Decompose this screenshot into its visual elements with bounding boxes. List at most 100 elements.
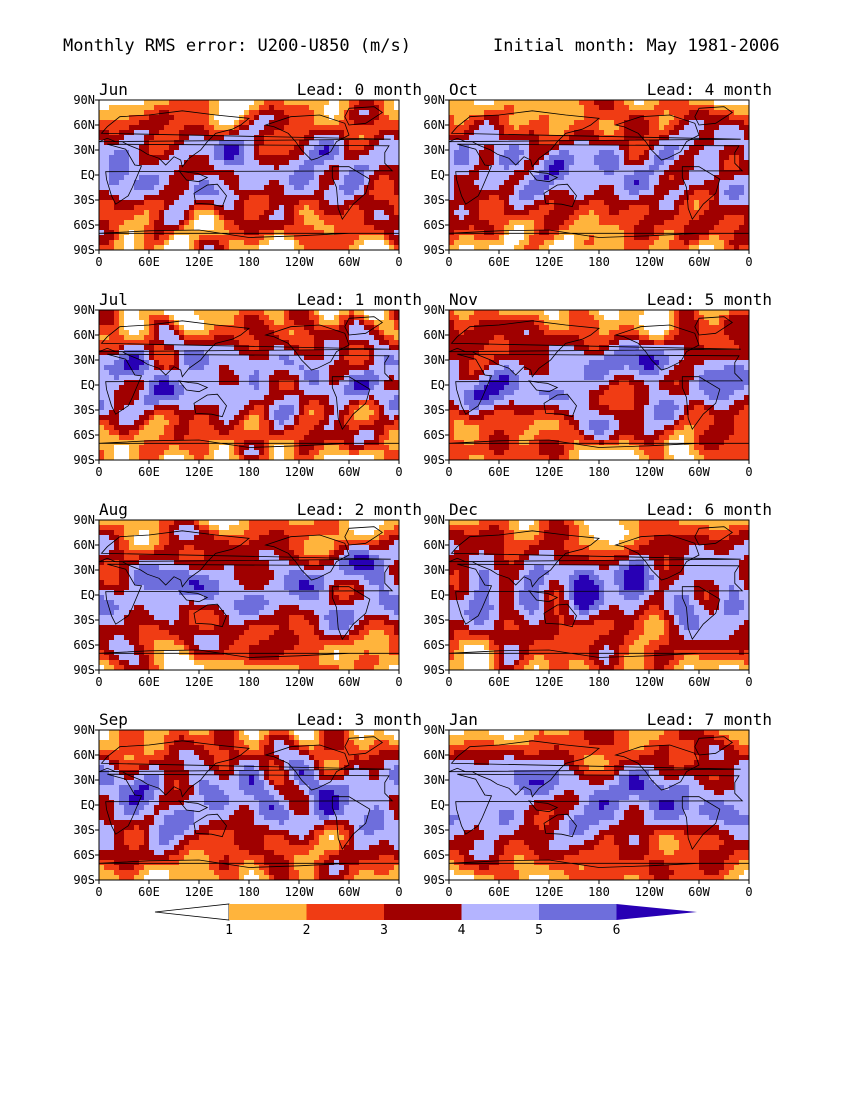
coastlines <box>98 526 399 658</box>
lat-tick-label: 30S <box>423 613 445 627</box>
lat-tick-label: 90S <box>73 243 95 257</box>
lon-tick-label: 180 <box>238 255 260 269</box>
contour-fill <box>449 520 750 671</box>
lat-tick-label: 30N <box>73 773 95 787</box>
lon-tick-label: 60W <box>688 675 710 689</box>
contour-fill <box>449 310 750 461</box>
contour-fill <box>449 730 750 881</box>
lon-tick-label: 180 <box>588 465 610 479</box>
lat-tick-label: 90S <box>73 663 95 677</box>
figure-title: Monthly RMS error: U200-U850 (m/s) <box>63 36 411 56</box>
contour-fill <box>99 310 400 461</box>
lon-tick-label: 120E <box>184 465 214 479</box>
lon-tick-label: 60W <box>338 255 360 269</box>
lat-tick-label: 30N <box>73 143 95 157</box>
panel-month-label: Sep <box>99 710 128 729</box>
colorbar-level-label: 3 <box>380 923 388 938</box>
colorbar-segment <box>306 904 384 920</box>
lat-tick-label: 30N <box>73 353 95 367</box>
lat-tick-label: 60S <box>423 848 445 862</box>
lon-tick-label: 180 <box>588 255 610 269</box>
map-panel-oct: Oct Lead: 4 month 90N 60N 30N EQ 30S 60S 90S 0 60E… <box>423 80 779 268</box>
lat-tick-label: 60N <box>73 538 95 552</box>
lon-tick-label: 180 <box>238 675 260 689</box>
lon-tick-label: 0 <box>445 885 453 899</box>
lat-tick-label: EQ <box>80 378 95 392</box>
colorbar-segment <box>461 904 539 920</box>
colorbar-segment <box>229 904 307 920</box>
lat-tick-label: 30S <box>423 193 445 207</box>
lon-tick-label: 0 <box>745 675 753 689</box>
lat-tick-label: EQ <box>80 588 95 602</box>
map-panel-aug: Aug Lead: 2 month 90N 60N 30N EQ 30S 60S 90S 0 60E… <box>73 500 429 688</box>
lon-tick-label: 0 <box>95 675 103 689</box>
lon-tick-label: 60W <box>688 255 710 269</box>
colorbar-segment <box>384 904 462 920</box>
lat-tick-label: 30N <box>423 773 445 787</box>
contour-fill <box>99 520 400 671</box>
lon-tick-label: 60W <box>338 885 360 899</box>
coastlines <box>98 736 399 868</box>
lon-tick-label: 60E <box>138 465 160 479</box>
lat-tick-label: 90N <box>73 513 95 527</box>
lon-tick-label: 60W <box>338 465 360 479</box>
panel-lead-label: Lead: 3 month <box>296 710 422 729</box>
coastlines <box>448 106 749 238</box>
map-panel-jan: Jan Lead: 7 month 90N 60N 30N EQ 30S 60S 90S 0 60E… <box>423 710 779 898</box>
panel-month-label: Jun <box>99 80 128 99</box>
lon-tick-label: 180 <box>238 885 260 899</box>
panel-lead-label: Lead: 5 month <box>646 290 772 309</box>
lon-tick-label: 60E <box>138 885 160 899</box>
lon-tick-label: 180 <box>238 465 260 479</box>
contour-fill <box>449 100 750 251</box>
lon-tick-label: 0 <box>395 885 403 899</box>
rms-error-map <box>95 309 400 464</box>
lon-tick-label: 120E <box>184 255 214 269</box>
lon-tick-label: 120E <box>534 675 564 689</box>
lon-tick-label: 120W <box>634 465 664 479</box>
figure-subtitle: Initial month: May 1981-2006 <box>493 36 780 56</box>
lon-tick-label: 120E <box>184 675 214 689</box>
lon-tick-label: 60W <box>688 465 710 479</box>
lat-tick-label: EQ <box>430 378 445 392</box>
contour-fill <box>99 730 400 881</box>
lon-tick-label: 0 <box>445 465 453 479</box>
colorbar-level-label: 4 <box>457 923 466 938</box>
lat-tick-label: 30S <box>73 823 95 837</box>
lon-tick-label: 0 <box>95 885 103 899</box>
lat-tick-label: 90N <box>73 303 95 317</box>
lat-tick-label: EQ <box>430 588 445 602</box>
lon-tick-label: 0 <box>745 465 753 479</box>
map-panel-nov: Nov Lead: 5 month 90N 60N 30N EQ 30S 60S 90S 0 60E… <box>423 290 779 478</box>
colorbar-level-label: 1 <box>225 923 233 938</box>
colorbar-high-extend <box>616 904 697 920</box>
lat-tick-label: 30N <box>423 353 445 367</box>
lon-tick-label: 180 <box>588 675 610 689</box>
lat-tick-label: 60S <box>73 218 95 232</box>
panel-month-label: Aug <box>99 500 128 519</box>
lon-tick-label: 120E <box>534 255 564 269</box>
panel-month-label: Oct <box>449 80 478 99</box>
lat-tick-label: 30N <box>423 563 445 577</box>
panel-lead-label: Lead: 1 month <box>296 290 422 309</box>
lat-tick-label: 30N <box>73 563 95 577</box>
lon-tick-label: 60E <box>488 255 510 269</box>
panel-lead-label: Lead: 7 month <box>646 710 772 729</box>
lat-tick-label: 60S <box>423 218 445 232</box>
lon-tick-label: 180 <box>588 885 610 899</box>
panel-lead-label: Lead: 0 month <box>296 80 422 99</box>
coastlines <box>98 106 399 238</box>
lon-tick-label: 120W <box>634 885 664 899</box>
rms-error-map <box>95 729 400 884</box>
lat-tick-label: EQ <box>80 168 95 182</box>
lat-tick-label: 60N <box>423 328 445 342</box>
rms-error-map <box>95 99 400 254</box>
lat-tick-label: 30S <box>73 613 95 627</box>
panel-month-label: Dec <box>449 500 478 519</box>
lon-tick-label: 60E <box>488 885 510 899</box>
panel-month-label: Jan <box>449 710 478 729</box>
lat-tick-label: EQ <box>80 798 95 812</box>
rms-error-map <box>445 519 750 674</box>
map-panel-dec: Dec Lead: 6 month 90N 60N 30N EQ 30S 60S 90S 0 60E… <box>423 500 779 688</box>
lon-tick-label: 0 <box>95 255 103 269</box>
